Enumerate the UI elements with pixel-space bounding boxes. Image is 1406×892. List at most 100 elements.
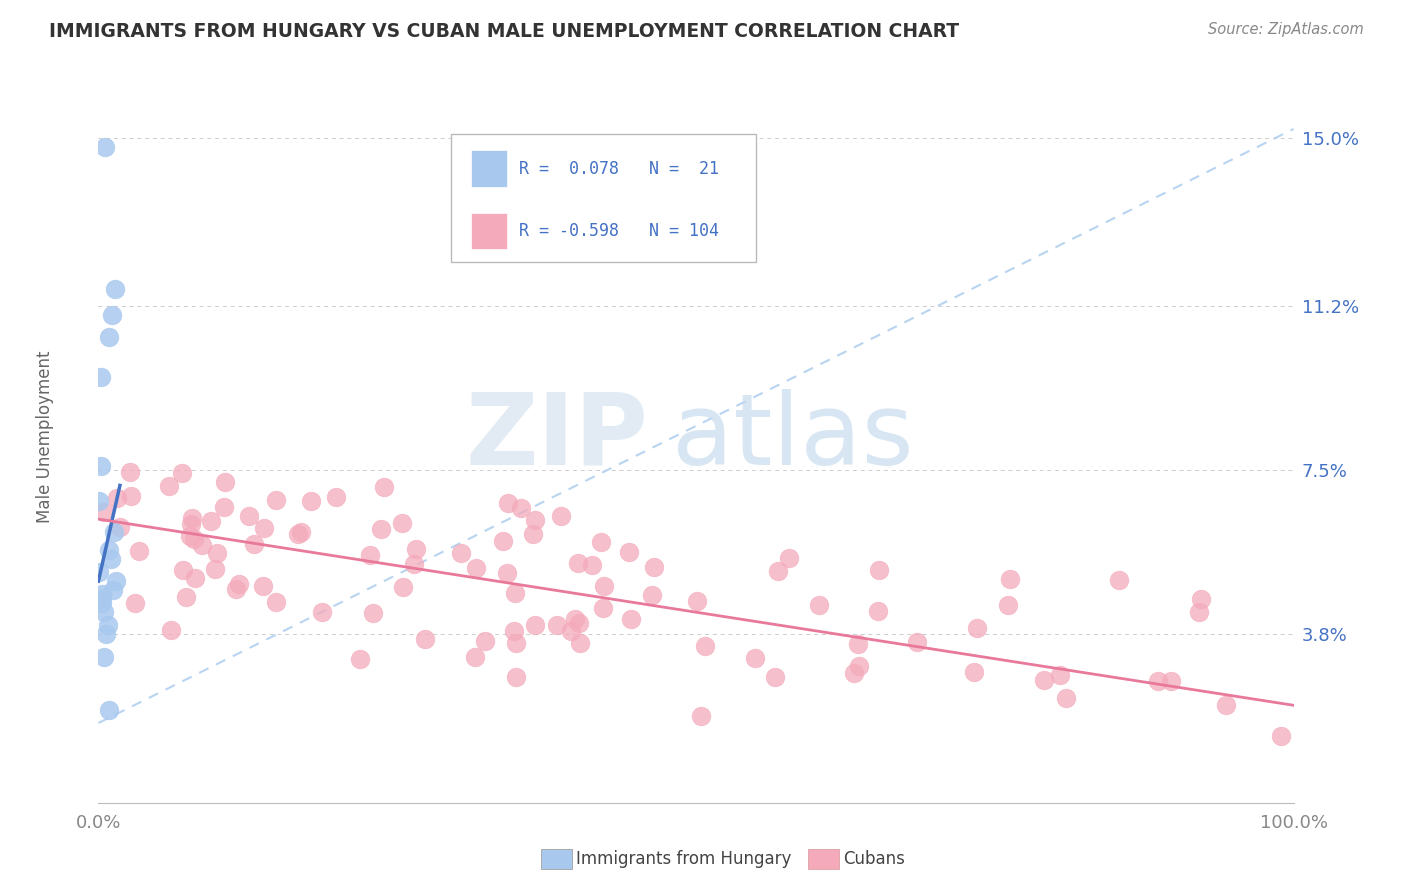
Point [619,545,641,559]
Point [205,547,228,561]
Point [550,509,572,524]
Point [474,634,496,648]
Point [496,496,519,510]
Point [373,480,395,494]
Point [744,651,766,665]
Point [808,598,831,612]
Point [214,500,236,514]
Point [105,491,128,505]
Point [592,579,614,593]
Point [465,561,488,575]
Point [492,534,515,549]
Point [564,612,586,626]
Point [546,618,568,632]
Point [848,659,870,673]
Point [170,466,193,480]
Point [98,703,121,717]
Point [238,509,260,524]
Point [90,370,112,384]
Point [1054,691,1077,706]
Point [966,621,988,635]
Point [1270,729,1292,743]
Point [242,537,264,551]
Point [592,600,614,615]
Point [98,543,121,558]
Point [325,490,347,504]
Point [842,665,865,680]
Text: atlas: atlas [672,389,914,485]
Text: Male Unemployment: Male Unemployment [35,351,53,524]
Point [287,527,309,541]
Point [180,516,202,531]
Point [157,478,180,492]
Point [768,564,790,578]
Point [567,556,589,570]
Point [522,527,544,541]
Point [94,139,117,153]
Bar [471,212,508,249]
Point [359,549,381,563]
Point [100,552,122,566]
FancyBboxPatch shape [451,134,756,261]
Point [1049,667,1071,681]
Point [120,489,142,503]
Point [998,573,1021,587]
Point [568,616,591,631]
Point [191,537,214,551]
Point [264,492,287,507]
Point [778,551,800,566]
Point [496,566,519,580]
Point [502,624,524,639]
Point [450,546,472,560]
Point [868,563,890,577]
Point [89,494,111,508]
Point [464,650,486,665]
Point [846,637,869,651]
Point [1189,591,1212,606]
Text: ZIP: ZIP [465,389,648,485]
Point [569,636,592,650]
Point [204,562,226,576]
Point [905,634,928,648]
Point [252,578,274,592]
Point [91,587,114,601]
Point [589,535,612,549]
Point [160,624,183,638]
Point [523,618,546,632]
Point [866,604,889,618]
Point [98,330,121,344]
Point [93,649,115,664]
Point [643,559,665,574]
Point [104,574,127,589]
Point [505,669,527,683]
Point [1146,674,1168,689]
Point [686,594,709,608]
Point [1215,698,1237,713]
Bar [471,151,508,187]
Point [120,465,142,479]
Point [124,596,146,610]
Point [524,513,547,527]
Point [228,577,250,591]
Point [180,511,202,525]
Text: IMMIGRANTS FROM HUNGARY VS CUBAN MALE UNEMPLOYMENT CORRELATION CHART: IMMIGRANTS FROM HUNGARY VS CUBAN MALE UN… [49,22,959,41]
Point [299,494,322,508]
Point [183,533,205,547]
Point [503,586,526,600]
Point [361,606,384,620]
Point [997,598,1019,612]
Point [200,514,222,528]
Text: Cubans: Cubans [844,850,905,868]
Point [1033,673,1056,687]
Point [690,709,713,723]
Point [172,563,194,577]
Point [1188,605,1211,619]
Text: Source: ZipAtlas.com: Source: ZipAtlas.com [1208,22,1364,37]
Point [87,566,110,580]
Point [174,590,197,604]
Point [104,282,127,296]
Point [560,624,582,638]
Point [103,582,125,597]
Point [349,652,371,666]
Point [184,571,207,585]
